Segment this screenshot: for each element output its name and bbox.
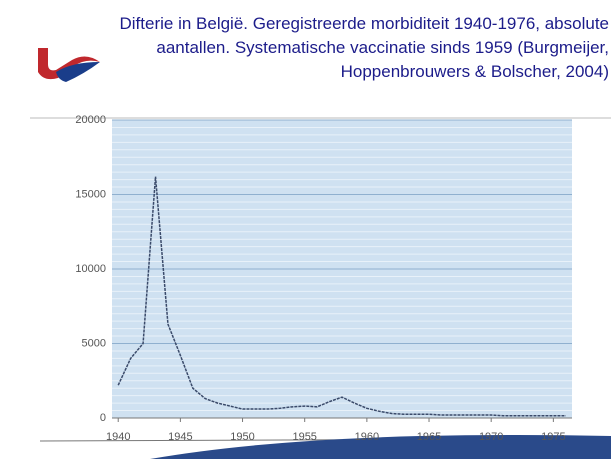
x-tick-label: 1975 (541, 431, 565, 443)
x-tick-label: 1970 (479, 431, 503, 443)
y-tick-label: 5000 (82, 337, 106, 349)
x-tick-label: 1960 (355, 431, 379, 443)
x-tick-label: 1950 (230, 431, 254, 443)
swoosh (150, 435, 611, 459)
logo (38, 48, 100, 82)
x-tick-label: 1945 (168, 431, 192, 443)
x-tick-label: 1965 (417, 431, 441, 443)
y-tick-label: 10000 (75, 263, 106, 275)
y-tick-label: 15000 (75, 188, 106, 200)
line (117, 176, 566, 417)
y-tick-label: 0 (100, 412, 106, 424)
chart-title: Difterie in België. Geregistreerde morbi… (119, 14, 610, 81)
y-tick-label: 20000 (75, 114, 106, 126)
x-tick-label: 1940 (106, 431, 130, 443)
x-tick-label: 1955 (292, 431, 316, 443)
